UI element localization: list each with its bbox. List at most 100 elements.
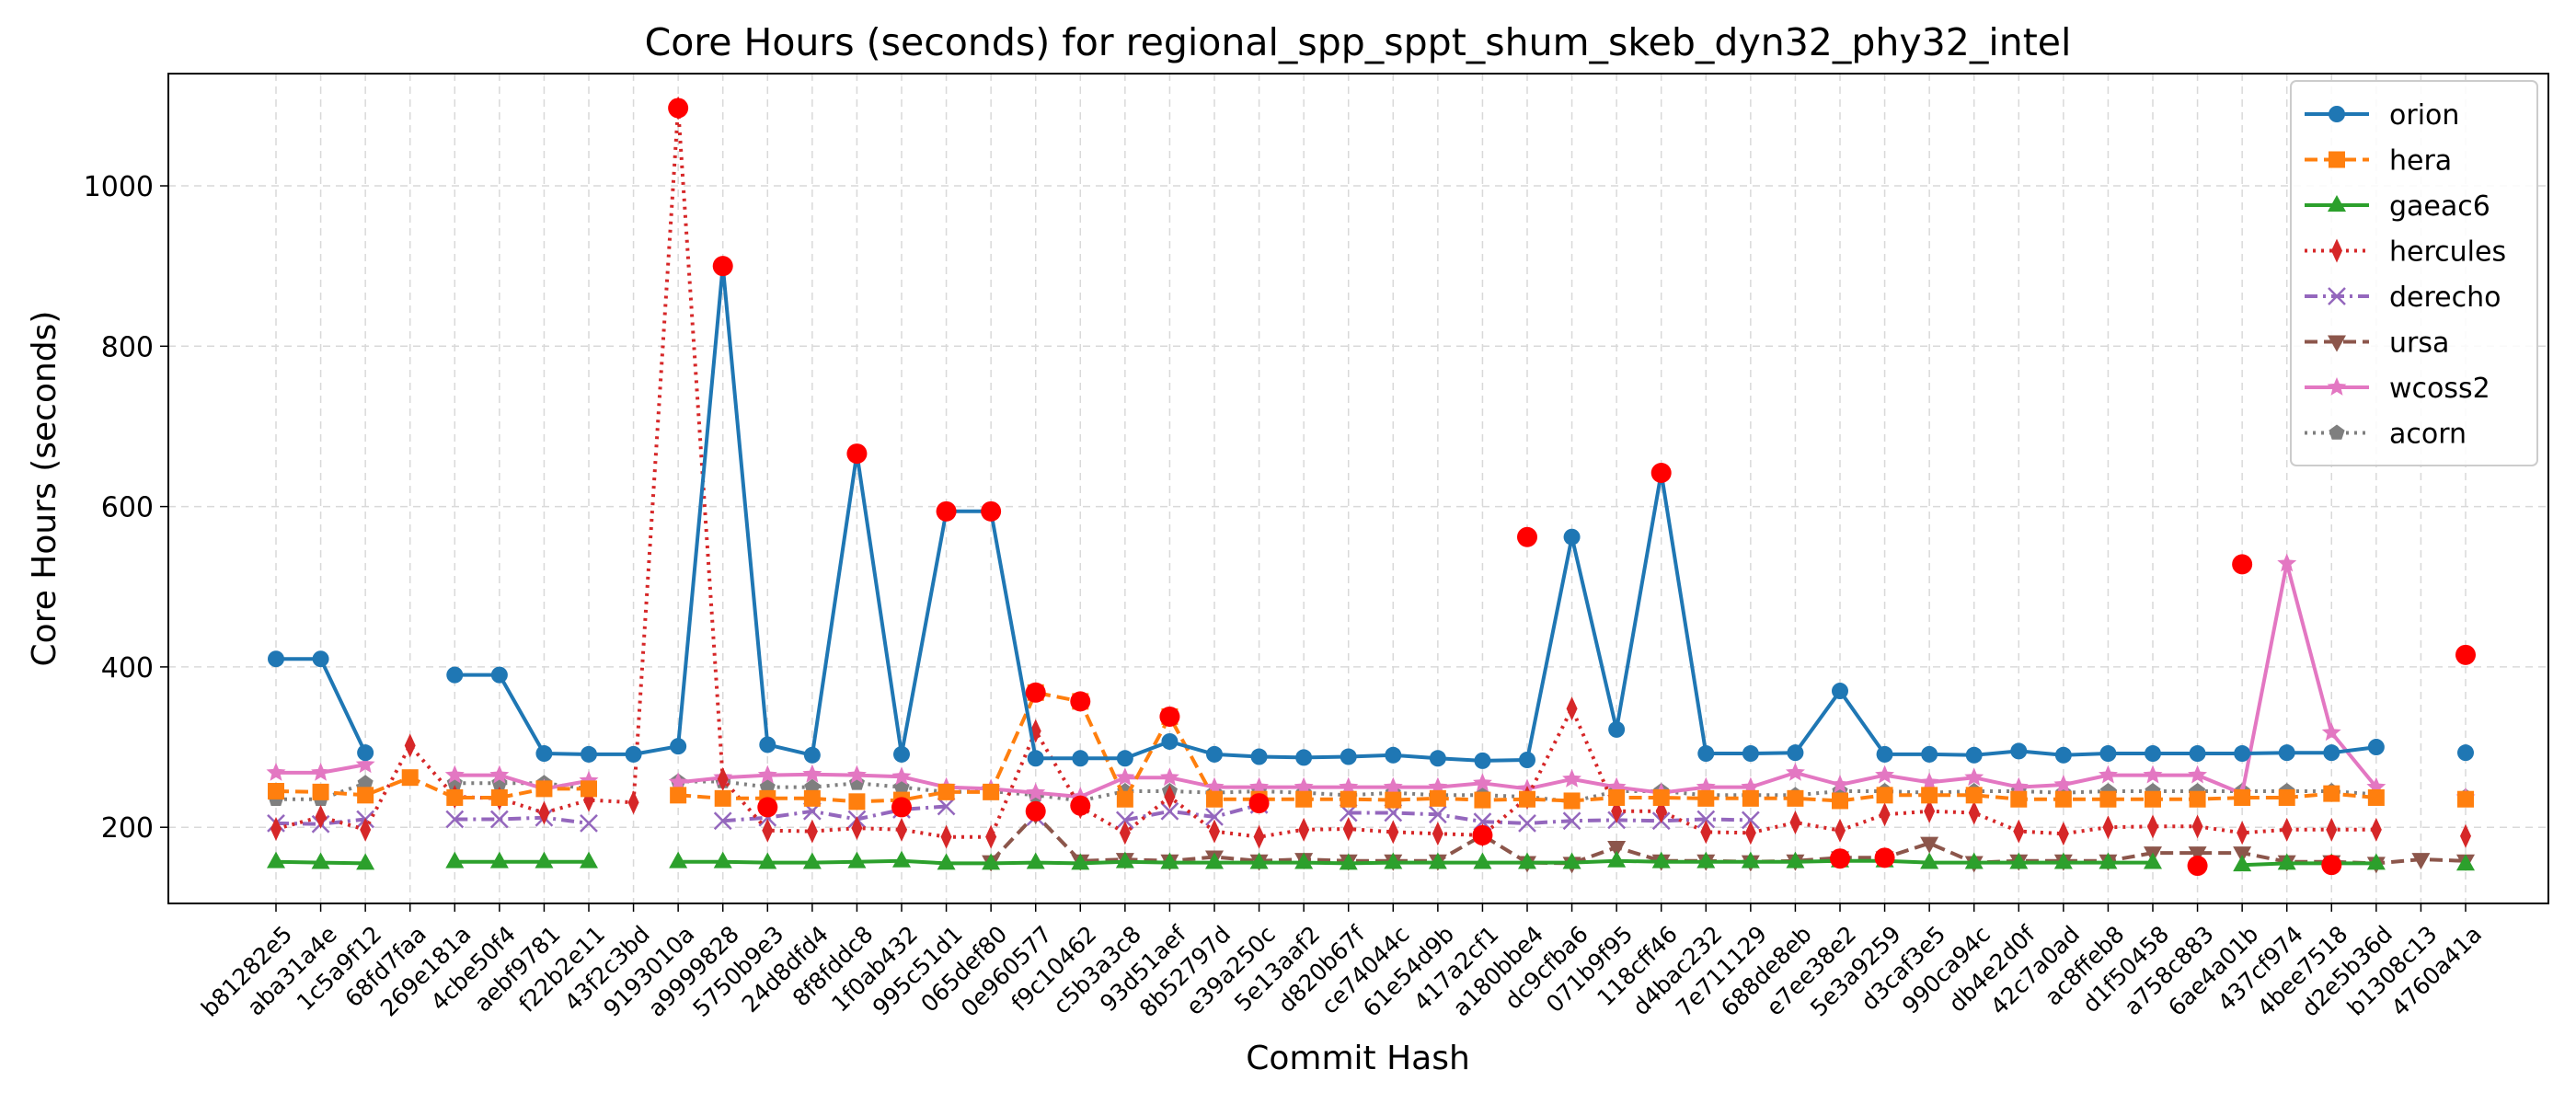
data-point-gaeac6 — [1473, 852, 1492, 869]
legend-entry-hera: hera — [2305, 145, 2452, 178]
highlight-point — [2187, 856, 2208, 877]
data-point-gaeac6 — [1205, 852, 1224, 869]
data-point-gaeac6 — [802, 852, 822, 869]
data-point-wcoss2 — [1786, 762, 1805, 781]
data-point-hera — [2189, 790, 2206, 808]
data-point-orion — [1250, 748, 1268, 765]
data-point-gaeac6 — [1786, 851, 1805, 868]
highlight-point — [891, 797, 912, 818]
data-point-orion — [2323, 744, 2340, 762]
data-point-wcoss2 — [1830, 775, 1850, 793]
data-point-wcoss2 — [2188, 765, 2207, 784]
data-point-orion — [803, 746, 821, 764]
series-gaeac6 — [267, 850, 2475, 872]
data-point-orion — [1295, 749, 1313, 766]
data-point-hera — [1474, 791, 1491, 809]
x-marker-stroke — [1518, 813, 1536, 833]
legend-entry-derecho: derecho — [2305, 282, 2501, 314]
data-point-hera — [1385, 791, 1402, 809]
data-point-hera — [983, 783, 1000, 800]
x-marker-stroke — [937, 797, 956, 816]
data-point-hera — [1965, 787, 1983, 804]
data-point-hercules — [315, 804, 327, 829]
data-point-orion — [1206, 745, 1223, 763]
data-point-hera — [581, 780, 597, 798]
highlight-point — [668, 98, 689, 119]
x-axis-label: Commit Hash — [1246, 1040, 1470, 1077]
data-point-gaeac6 — [1160, 852, 1179, 869]
series-line-acorn — [678, 779, 2377, 804]
data-point-gaeac6 — [1964, 852, 1984, 869]
data-point-wcoss2 — [1339, 776, 1359, 796]
data-point-hercules — [851, 816, 863, 841]
data-point-orion — [1474, 752, 1491, 769]
data-point-hera — [1697, 789, 1715, 807]
data-point-hera — [1206, 790, 1223, 808]
data-point-ursa — [2233, 846, 2252, 864]
x-marker-stroke — [1741, 811, 1760, 830]
data-point-hera — [2457, 790, 2474, 808]
data-point-orion — [1563, 528, 1581, 546]
data-point-gaeac6 — [1026, 852, 1045, 869]
data-point-hercules — [1342, 816, 1354, 841]
data-point-orion — [1027, 750, 1044, 767]
data-point-gaeac6 — [1428, 852, 1447, 869]
data-point-orion — [893, 745, 910, 763]
data-point-wcoss2 — [802, 764, 822, 783]
chart-title: Core Hours (seconds) for regional_spp_sp… — [645, 20, 2072, 64]
data-point-hercules — [2191, 814, 2203, 839]
data-point-acorn — [759, 778, 776, 794]
data-point-orion — [1385, 746, 1402, 764]
data-point-gaeac6 — [982, 853, 1001, 870]
x-marker-stroke — [1696, 810, 1716, 829]
x-marker-stroke — [1562, 811, 1581, 831]
data-point-orion — [312, 650, 329, 668]
data-point-hera — [1563, 792, 1581, 810]
data-point-derecho — [580, 813, 598, 833]
data-point-orion — [2010, 742, 2028, 760]
data-point-wcoss2 — [2143, 765, 2163, 784]
data-point-gaeac6 — [937, 853, 956, 870]
data-point-gaeac6 — [1294, 852, 1314, 869]
data-point-wcoss2 — [2321, 722, 2341, 742]
data-point-derecho — [1518, 813, 1536, 833]
data-point-hercules — [270, 816, 282, 841]
data-point-orion — [2367, 739, 2385, 756]
data-point-wcoss2 — [311, 762, 330, 781]
data-point-ursa — [1920, 836, 1939, 854]
data-point-hercules — [1119, 821, 1131, 845]
highlight-point — [1025, 800, 1046, 822]
data-point-wcoss2 — [1473, 773, 1492, 792]
data-point-ursa — [1607, 840, 1627, 857]
data-point-ursa — [2188, 846, 2207, 864]
data-point-orion — [1161, 732, 1179, 750]
data-point-hera — [1116, 790, 1133, 808]
data-point-hercules — [1164, 785, 1176, 810]
data-point-hera — [1876, 787, 1893, 804]
y-tick-label: 1000 — [84, 171, 154, 203]
data-point-derecho — [713, 811, 732, 831]
data-point-orion — [1921, 745, 1938, 763]
legend-label: derecho — [2389, 282, 2501, 314]
data-point-hercules — [404, 733, 416, 758]
data-point-hera — [1608, 788, 1626, 806]
data-point-wcoss2 — [1026, 782, 1046, 801]
data-point-wcoss2 — [1294, 776, 1314, 796]
data-point-hercules — [2147, 814, 2158, 839]
data-point-hercules — [1209, 819, 1220, 844]
data-point-gaeac6 — [1920, 852, 1939, 869]
highlight-point — [2321, 855, 2342, 876]
data-point-wcoss2 — [1964, 767, 1984, 787]
highlight-point — [936, 500, 957, 522]
series-line-derecho — [454, 815, 590, 825]
highlight-point — [2455, 644, 2476, 665]
data-point-hera — [1742, 789, 1759, 807]
data-point-derecho — [1428, 805, 1447, 824]
data-point-gaeac6 — [1741, 851, 1760, 868]
data-point-gaeac6 — [1071, 853, 1090, 870]
data-point-gaeac6 — [1607, 850, 1627, 868]
data-point-gaeac6 — [713, 851, 732, 868]
data-point-orion — [357, 744, 374, 762]
y-tick-label: 600 — [101, 492, 154, 524]
